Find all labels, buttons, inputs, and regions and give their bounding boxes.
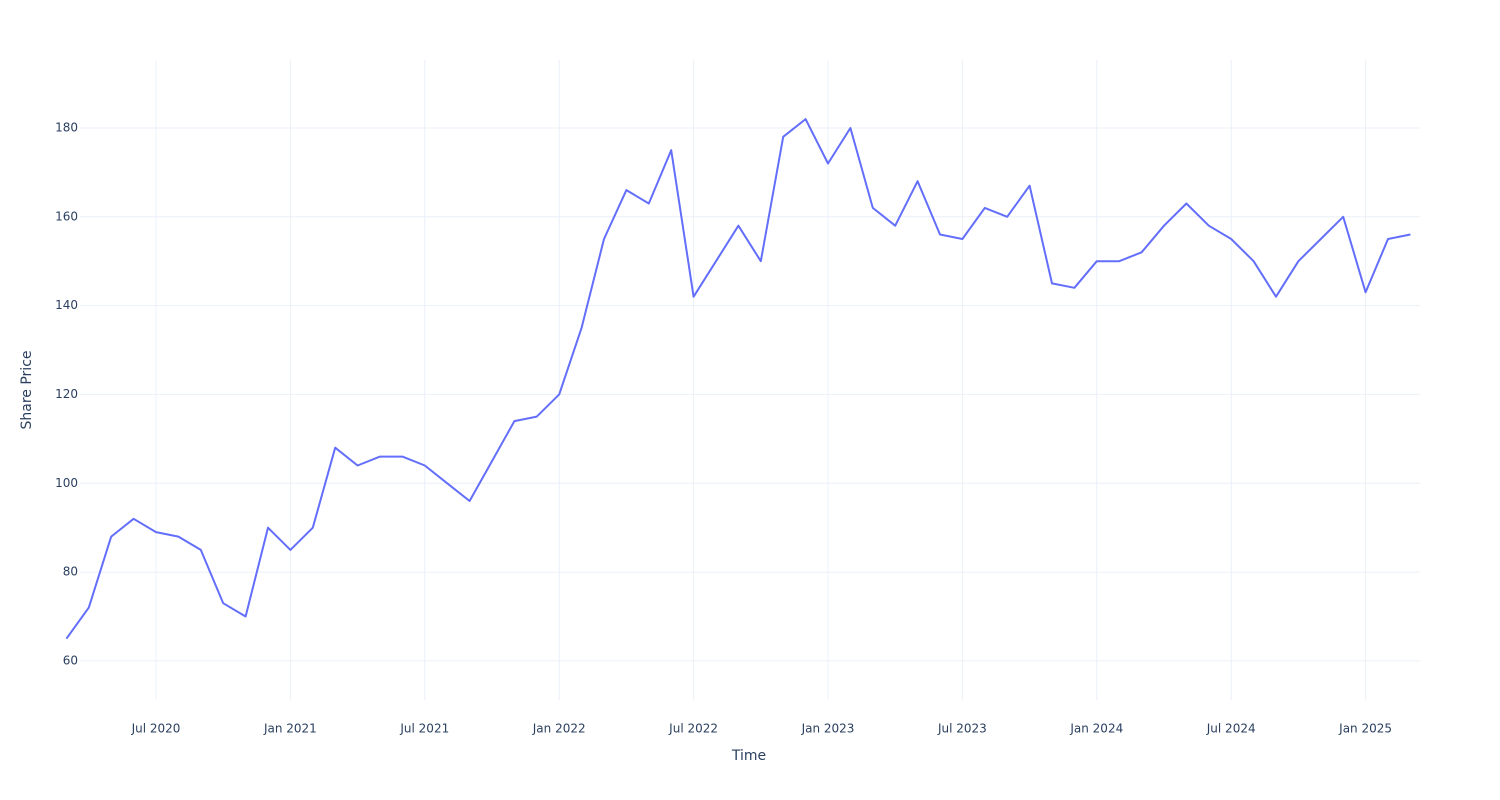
y-tick-label: 60: [63, 653, 78, 667]
x-tick-label: Jul 2022: [668, 722, 718, 736]
x-tick-label: Jul 2023: [937, 722, 987, 736]
x-tick-label: Jul 2020: [131, 722, 181, 736]
x-tick-label: Jan 2024: [1069, 722, 1123, 736]
x-tick-label: Jan 2023: [801, 722, 855, 736]
y-tick-label: 160: [55, 209, 78, 223]
y-tick-label: 100: [55, 476, 78, 490]
price-line: [65, 118, 1411, 640]
x-tick-label: Jul 2024: [1206, 722, 1256, 736]
y-tick-label: 140: [55, 298, 78, 312]
y-tick-label: 80: [63, 565, 78, 579]
y-tick-label: 180: [55, 120, 78, 134]
x-tick-label: Jan 2021: [263, 722, 317, 736]
y-axis-title: Share Price: [19, 350, 35, 429]
x-tick-label: Jan 2022: [532, 722, 586, 736]
x-tick-label: Jul 2021: [399, 722, 449, 736]
x-axis-title: Time: [731, 748, 766, 764]
y-tick-label: 120: [55, 387, 78, 401]
x-tick-label: Jan 2025: [1338, 722, 1392, 736]
grid: [80, 60, 1420, 700]
